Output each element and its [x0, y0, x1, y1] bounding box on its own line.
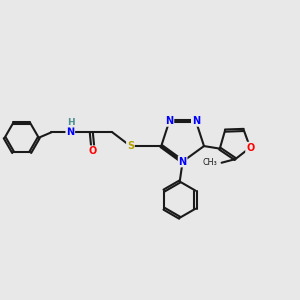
Text: N: N: [192, 116, 200, 126]
Text: O: O: [246, 142, 254, 153]
Text: O: O: [89, 146, 97, 156]
Text: N: N: [165, 116, 173, 126]
Text: N: N: [66, 127, 74, 137]
Text: N: N: [178, 157, 187, 166]
Text: H: H: [68, 118, 75, 127]
Text: S: S: [127, 141, 134, 151]
Text: CH₃: CH₃: [202, 158, 217, 167]
